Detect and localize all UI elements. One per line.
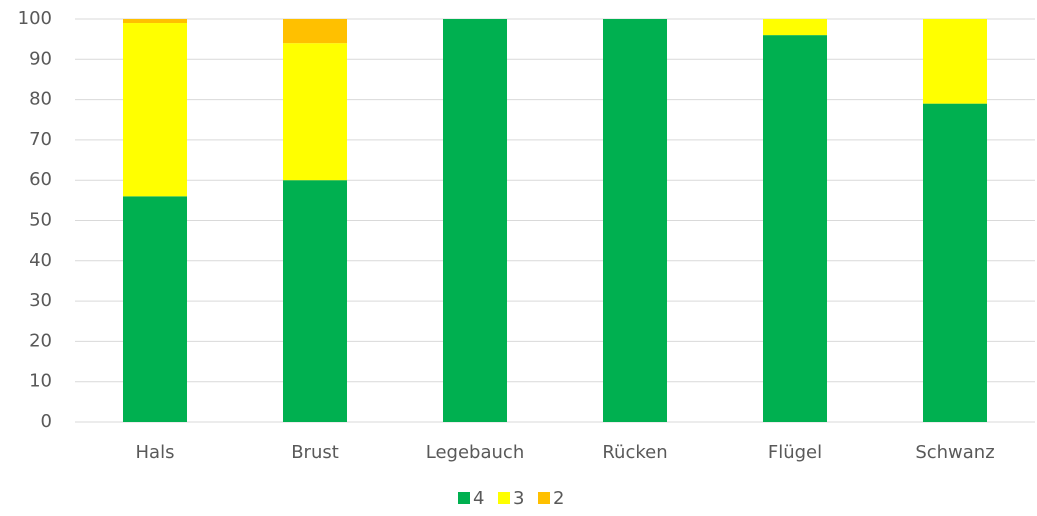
x-tick-label: Hals xyxy=(136,442,175,463)
x-tick-label: Brust xyxy=(291,442,339,463)
y-tick-label: 100 xyxy=(18,8,52,29)
bar-segment xyxy=(283,43,347,181)
x-tick-label: Schwanz xyxy=(915,442,994,463)
bar-segment xyxy=(923,19,987,104)
legend-label: 3 xyxy=(513,488,524,509)
y-tick-label: 60 xyxy=(29,169,52,190)
bar-segment xyxy=(443,19,507,422)
x-tick-label: Rücken xyxy=(602,442,667,463)
legend-label: 2 xyxy=(553,488,564,509)
bar-segment xyxy=(923,103,987,422)
bar-segment xyxy=(123,19,187,24)
y-tick-label: 90 xyxy=(29,48,52,69)
legend-label: 4 xyxy=(473,488,484,509)
bar-segment xyxy=(283,180,347,422)
y-tick-label: 30 xyxy=(29,290,52,311)
bar-segment xyxy=(283,19,347,44)
legend-swatch xyxy=(498,492,510,504)
bar-segment xyxy=(123,196,187,422)
legend-swatch xyxy=(458,492,470,504)
legend-swatch xyxy=(538,492,550,504)
y-tick-label: 80 xyxy=(29,89,52,110)
bar-segment xyxy=(763,35,827,423)
y-tick-label: 10 xyxy=(29,371,52,392)
y-tick-label: 70 xyxy=(29,129,52,150)
y-tick-label: 50 xyxy=(29,210,52,231)
bar-segment xyxy=(123,23,187,197)
bar-segment xyxy=(603,19,667,422)
x-tick-label: Flügel xyxy=(768,442,822,463)
y-tick-label: 20 xyxy=(29,330,52,351)
x-tick-label: Legebauch xyxy=(426,442,524,463)
y-tick-label: 0 xyxy=(41,411,52,432)
y-tick-label: 40 xyxy=(29,250,52,271)
bar-segment xyxy=(763,19,827,36)
